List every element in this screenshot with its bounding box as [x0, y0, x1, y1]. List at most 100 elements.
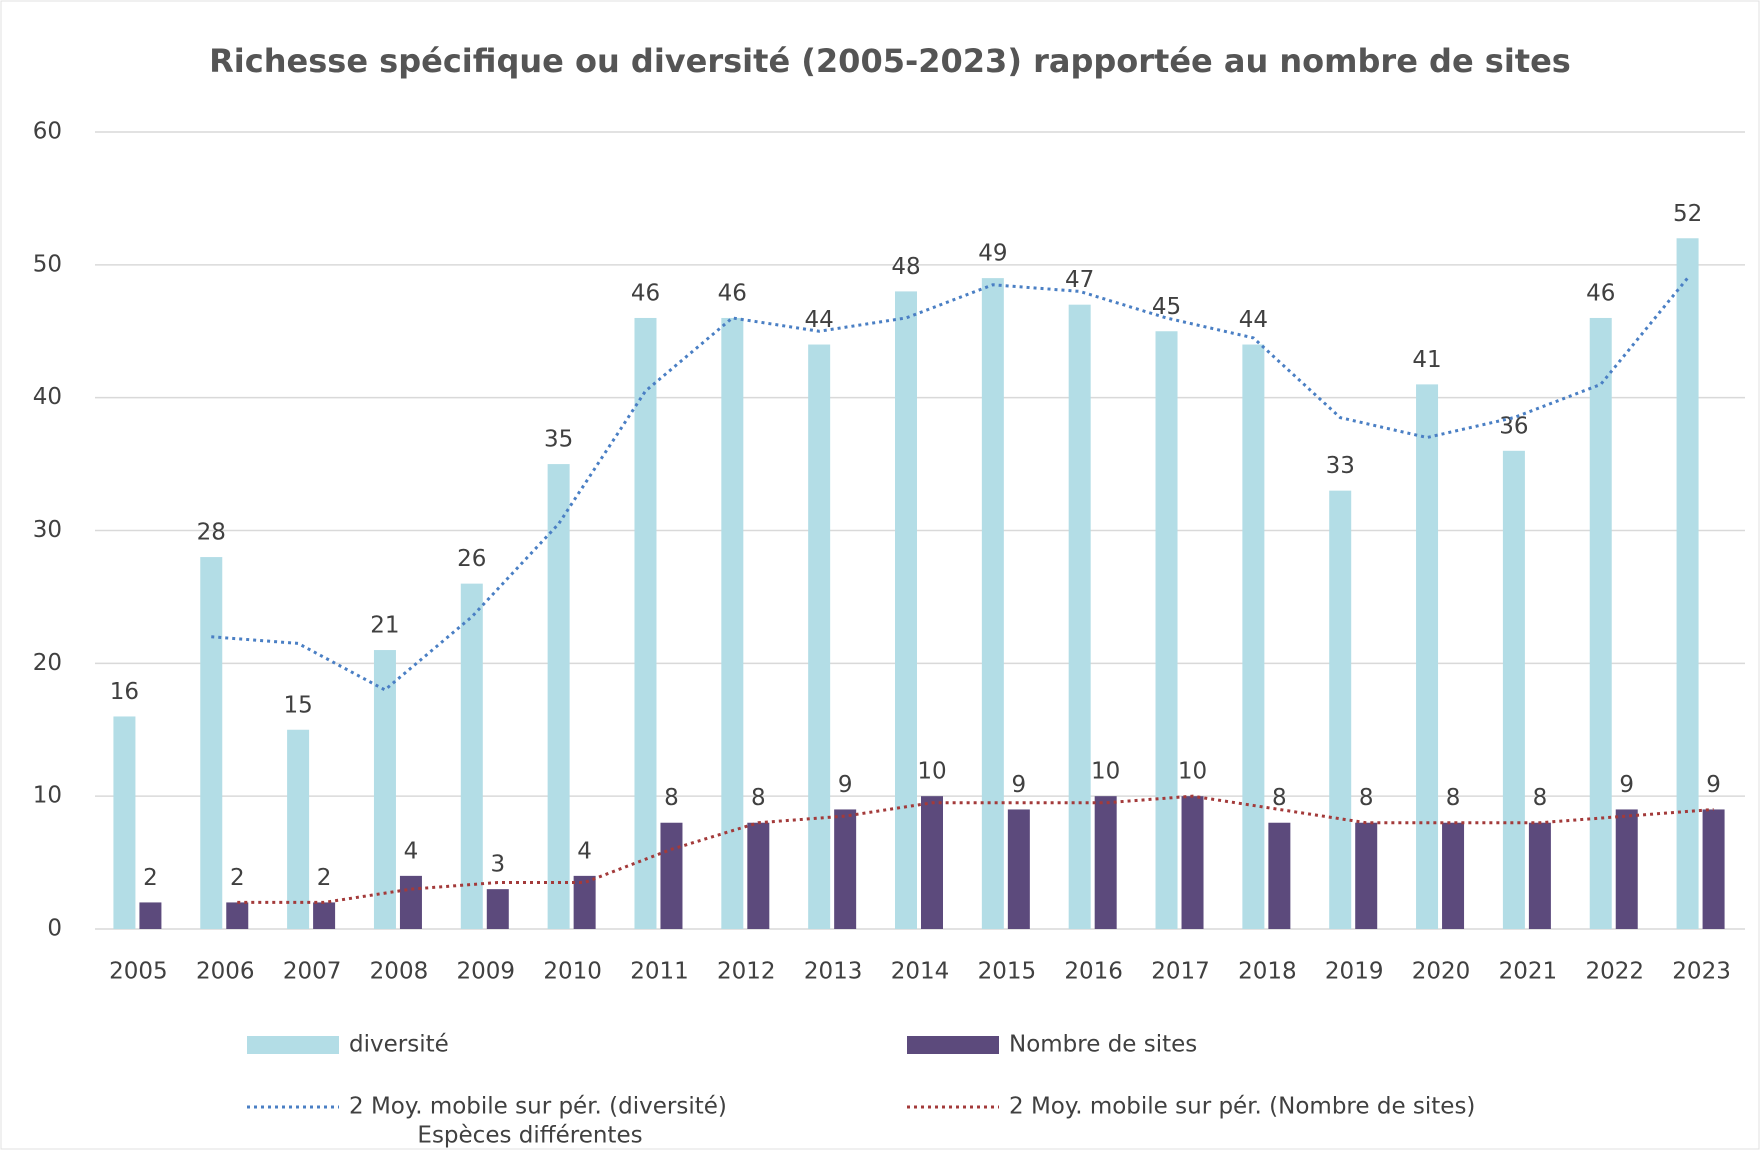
data-label: 16 — [110, 679, 139, 705]
x-tick-label: 2007 — [283, 959, 342, 985]
x-tick-label: 2006 — [196, 959, 255, 985]
data-label: 2 — [317, 865, 332, 891]
data-label: 9 — [1706, 772, 1721, 798]
bar — [460, 583, 483, 929]
data-label: 10 — [917, 759, 946, 785]
y-tick-label: 60 — [33, 119, 62, 145]
bar — [834, 809, 857, 929]
legend-label: Nombre de sites — [1009, 1032, 1197, 1058]
data-label: 10 — [1091, 759, 1120, 785]
data-label: 26 — [457, 546, 486, 572]
x-tick-label: 2010 — [543, 959, 602, 985]
x-tick-label: 2009 — [457, 959, 516, 985]
data-label: 48 — [891, 254, 920, 280]
data-label: 9 — [838, 772, 853, 798]
bar — [573, 875, 596, 929]
data-label: 15 — [283, 692, 312, 718]
bar — [1007, 809, 1030, 929]
bar — [1528, 822, 1551, 929]
data-label: 41 — [1412, 347, 1441, 373]
bar — [1155, 331, 1178, 929]
data-label: 47 — [1065, 267, 1094, 293]
bar — [1268, 822, 1291, 929]
data-label: 28 — [197, 520, 226, 546]
data-label: 46 — [631, 280, 660, 306]
data-label: 2 — [143, 865, 158, 891]
data-label: 52 — [1673, 201, 1702, 227]
bar — [721, 317, 744, 929]
bar — [287, 729, 310, 929]
y-tick-label: 20 — [33, 650, 62, 676]
bar — [113, 716, 136, 929]
trend-line — [211, 277, 1689, 692]
x-tick-label: 2022 — [1585, 959, 1644, 985]
bar — [1181, 796, 1204, 929]
legend-label: diversité — [349, 1032, 449, 1058]
y-tick-label: 40 — [33, 384, 62, 410]
x-tick-label: 2018 — [1238, 959, 1297, 985]
data-label: 9 — [1012, 772, 1027, 798]
data-label: 44 — [1239, 307, 1268, 333]
data-label: 49 — [978, 241, 1007, 267]
legend-label: 2 Moy. mobile sur pér. (Nombre de sites) — [1009, 1094, 1475, 1120]
x-tick-label: 2015 — [978, 959, 1037, 985]
data-label: 46 — [718, 280, 747, 306]
x-tick-label: 2023 — [1672, 959, 1731, 985]
x-tick-label: 2011 — [630, 959, 689, 985]
bar — [808, 344, 831, 929]
annotation: Espèces différentes — [417, 1123, 642, 1149]
y-tick-label: 0 — [47, 916, 62, 942]
bar — [486, 889, 509, 929]
x-tick-label: 2005 — [109, 959, 168, 985]
data-label: 2 — [230, 865, 245, 891]
x-tick-label: 2013 — [804, 959, 863, 985]
data-label: 8 — [751, 785, 766, 811]
bar — [1068, 304, 1091, 929]
bar — [313, 902, 336, 929]
x-tick-label: 2021 — [1499, 959, 1558, 985]
bar — [1416, 384, 1439, 930]
legend-swatch — [907, 1036, 999, 1054]
x-tick-label: 2019 — [1325, 959, 1384, 985]
bar — [1329, 490, 1352, 929]
data-label: 44 — [805, 307, 834, 333]
y-tick-label: 10 — [33, 783, 62, 809]
data-label: 9 — [1619, 772, 1634, 798]
bar — [1589, 317, 1612, 929]
bar — [1676, 238, 1699, 929]
bar — [399, 875, 422, 929]
bar — [373, 650, 396, 929]
bar — [895, 291, 917, 929]
y-tick-label: 30 — [33, 517, 62, 543]
data-label: 36 — [1499, 413, 1528, 439]
data-label: 4 — [404, 838, 419, 864]
bar — [547, 464, 570, 929]
bar — [200, 557, 223, 929]
data-label: 46 — [1586, 280, 1615, 306]
legend-swatch — [247, 1036, 339, 1054]
x-tick-label: 2012 — [717, 959, 776, 985]
bar — [1615, 809, 1638, 929]
data-label: 10 — [1178, 759, 1207, 785]
bar — [660, 822, 683, 929]
data-label: 8 — [664, 785, 679, 811]
bar — [139, 902, 162, 929]
x-tick-label: 2014 — [891, 959, 950, 985]
bar — [1242, 344, 1265, 929]
bar — [1702, 809, 1725, 929]
bar — [226, 902, 249, 929]
trend-line — [237, 794, 1714, 904]
bar — [981, 278, 1004, 929]
bar — [1094, 796, 1117, 929]
chart-title: Richesse spécifique ou diversité (2005-2… — [209, 42, 1571, 80]
data-label: 8 — [1446, 785, 1461, 811]
y-tick-label: 50 — [33, 251, 62, 277]
data-label: 4 — [577, 838, 592, 864]
bar — [747, 822, 770, 929]
legend-label: 2 Moy. mobile sur pér. (diversité) — [349, 1094, 727, 1120]
data-label: 8 — [1272, 785, 1287, 811]
bar — [921, 796, 943, 929]
data-label: 33 — [1326, 453, 1355, 479]
